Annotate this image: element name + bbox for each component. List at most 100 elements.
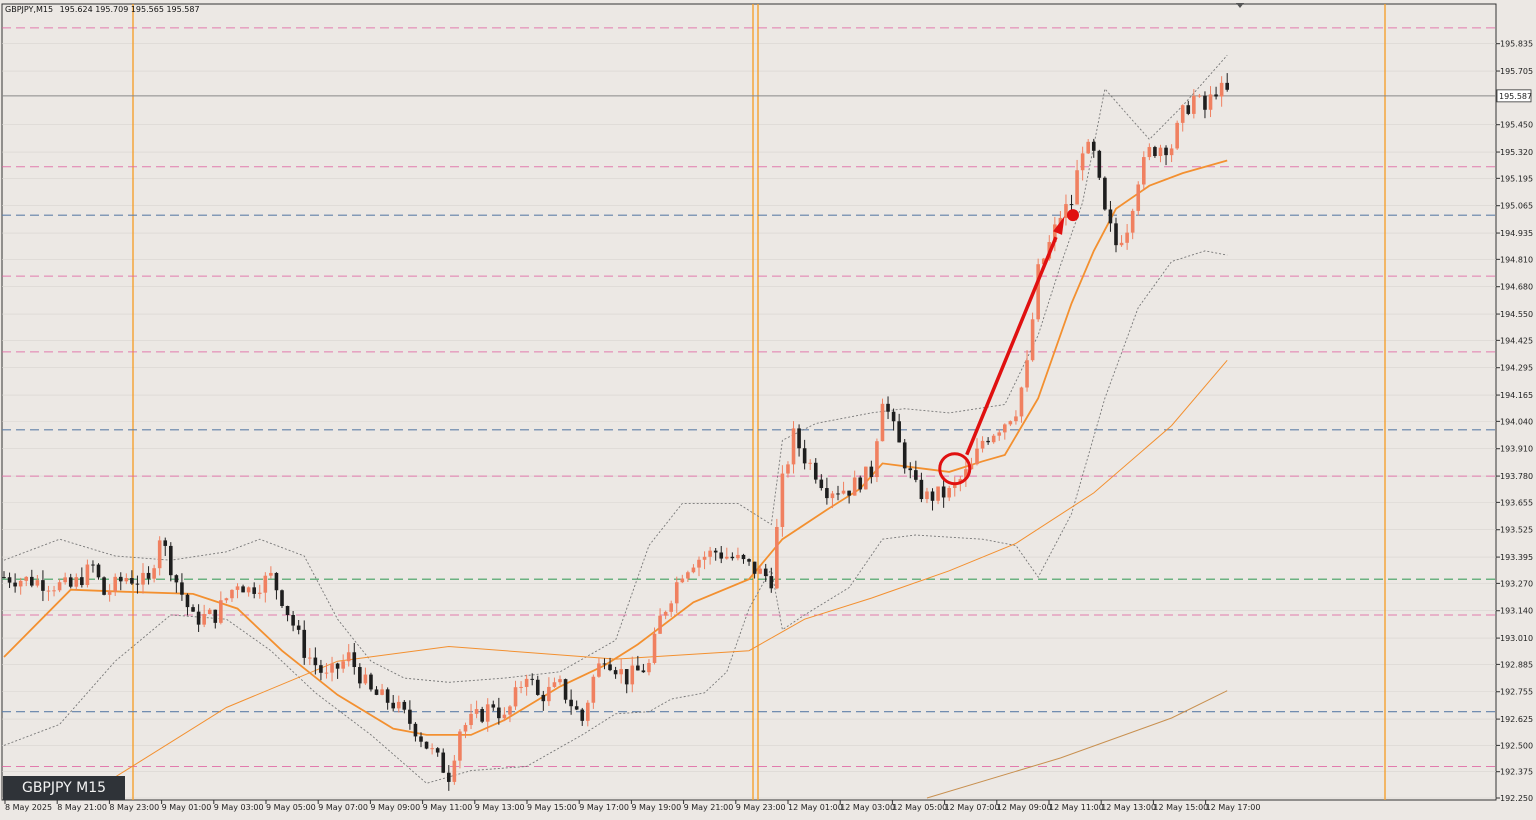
candle-body xyxy=(1169,148,1174,156)
candle-body xyxy=(636,665,640,671)
candle-body xyxy=(802,448,807,464)
candle-body xyxy=(374,689,379,695)
candle-body xyxy=(308,657,312,659)
time-tick-label: 9 May 03:00 xyxy=(214,803,264,812)
candle-body xyxy=(702,556,707,560)
candle-body xyxy=(291,614,295,626)
candle-body xyxy=(1041,258,1046,265)
candle-body xyxy=(1203,95,1207,110)
candle-body xyxy=(458,731,462,761)
candle-body xyxy=(335,663,340,669)
candle-body xyxy=(1225,82,1229,90)
candle-body xyxy=(1064,204,1068,218)
candle-body xyxy=(586,702,590,721)
candle-body xyxy=(1175,122,1179,149)
candle-body xyxy=(1208,94,1213,110)
candle-body xyxy=(469,713,473,726)
scroll-shift-icon[interactable] xyxy=(1236,3,1244,8)
price-tick-label: 193.780 xyxy=(1500,472,1533,481)
candle-body xyxy=(752,561,757,574)
price-tick-label: 193.395 xyxy=(1500,553,1533,562)
candle-body xyxy=(24,576,29,581)
candle-body xyxy=(118,576,123,582)
price-tick-label: 194.425 xyxy=(1500,336,1533,345)
candle-body xyxy=(408,709,412,724)
candle-body xyxy=(402,701,407,710)
candle-body xyxy=(1075,170,1079,205)
candle-body xyxy=(269,572,273,576)
price-tick-label: 195.705 xyxy=(1500,67,1533,76)
time-tick-label: 12 May 17:00 xyxy=(1206,803,1261,812)
candle-body xyxy=(1108,209,1113,224)
target-dot xyxy=(1066,209,1079,222)
candle-body xyxy=(708,550,712,557)
candle-body xyxy=(891,411,896,422)
price-tick-label: 192.625 xyxy=(1500,715,1533,724)
candle-body xyxy=(991,435,996,443)
candle-body xyxy=(925,491,929,500)
time-axis[interactable]: 8 May 2025 8 May 21:00 8 May 23:00 9 May 01… xyxy=(4,800,1261,812)
price-tick-label: 194.040 xyxy=(1500,417,1533,426)
candle-body xyxy=(163,540,168,546)
moving-averages xyxy=(3,159,1228,799)
candle-body xyxy=(652,633,657,663)
time-tick-label: 9 May 23:00 xyxy=(736,803,786,812)
candle-body xyxy=(13,582,17,587)
candle-body xyxy=(274,572,279,591)
candle-body xyxy=(730,556,735,559)
time-tick-label: 8 May 21:00 xyxy=(57,803,107,812)
time-tick-label: 9 May 05:00 xyxy=(266,803,316,812)
candle-body xyxy=(319,665,323,673)
candle-body xyxy=(1091,141,1096,151)
candle-body xyxy=(296,625,301,630)
time-tick-label: 12 May 11:00 xyxy=(1049,803,1104,812)
time-tick-label: 9 May 21:00 xyxy=(684,803,734,812)
annotations xyxy=(938,209,1079,486)
candle-body xyxy=(1080,153,1085,171)
trend-arrow-head xyxy=(1053,216,1065,235)
candle-body xyxy=(107,591,112,595)
candle-body xyxy=(497,707,501,719)
candle-body xyxy=(930,491,935,501)
candle-body xyxy=(280,590,284,607)
time-tick-label: 9 May 11:00 xyxy=(423,803,473,812)
price-axis[interactable]: 195.835 195.705 195.450 195.320 195.195 195.0… xyxy=(1496,40,1533,803)
candle-body xyxy=(641,670,646,673)
candle-body xyxy=(914,470,918,480)
candle-body xyxy=(669,603,673,612)
candle-body xyxy=(463,725,468,732)
candle-body xyxy=(725,556,729,559)
candle-body xyxy=(719,552,724,559)
candle-body xyxy=(741,554,746,560)
candle-body xyxy=(869,466,874,478)
candle-body xyxy=(63,577,67,583)
candle-body xyxy=(1119,242,1124,246)
candle-body xyxy=(897,421,901,443)
time-tick-label: 9 May 09:00 xyxy=(370,803,420,812)
chart-background xyxy=(1,3,1497,801)
time-tick-label: 12 May 05:00 xyxy=(892,803,947,812)
candle-body xyxy=(563,679,568,700)
candle-body xyxy=(413,723,418,737)
candle-body xyxy=(825,488,829,499)
candle-body xyxy=(68,577,73,587)
price-tick-label: 195.320 xyxy=(1500,148,1533,157)
price-tick-label: 193.010 xyxy=(1500,634,1533,643)
bollinger-bands xyxy=(3,54,1228,784)
price-tick-label: 192.250 xyxy=(1500,794,1533,803)
candle-body xyxy=(385,689,390,703)
candle-body xyxy=(1192,95,1196,114)
signal-circle xyxy=(938,452,972,486)
price-tick-label: 194.810 xyxy=(1500,255,1533,264)
candle-body xyxy=(1030,319,1035,361)
price-tick-label: 192.500 xyxy=(1500,741,1533,750)
candle-body xyxy=(447,772,451,782)
candle-body xyxy=(630,665,635,685)
candle-body xyxy=(480,709,484,722)
candle-body xyxy=(791,428,796,465)
candle-body xyxy=(980,440,985,449)
price-tick-label: 193.910 xyxy=(1500,445,1533,454)
candle-body xyxy=(96,564,101,578)
candle-body xyxy=(658,615,662,634)
